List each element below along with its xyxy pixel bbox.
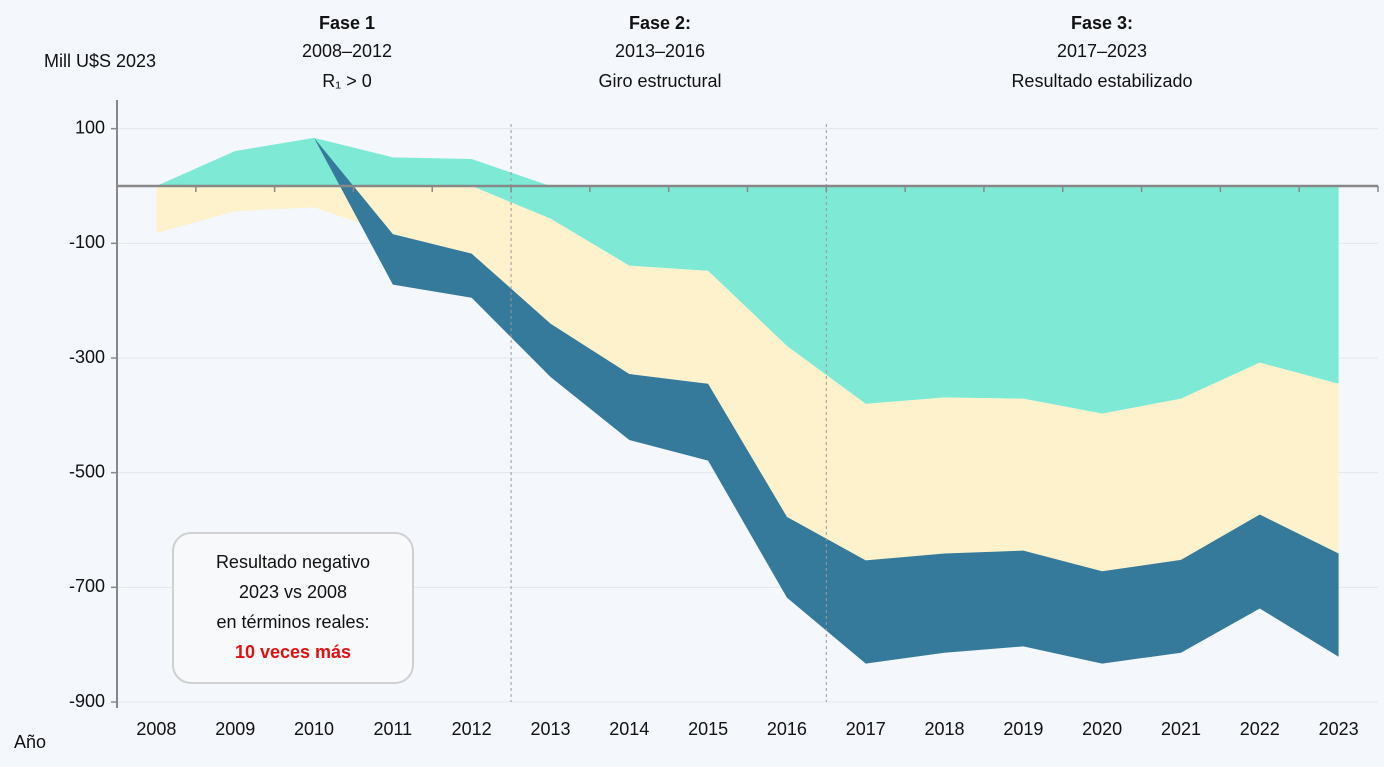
phase-years: 2017–2023 — [1057, 41, 1147, 61]
x-tick-label: 2016 — [767, 719, 807, 739]
x-tick-label: 2012 — [452, 719, 492, 739]
y-axis-label: Mill U$S 2023 — [44, 51, 156, 71]
x-tick-label: 2008 — [136, 719, 176, 739]
x-tick-label: 2014 — [609, 719, 649, 739]
x-axis-label: Año — [14, 732, 46, 752]
x-tick-label: 2023 — [1319, 719, 1359, 739]
x-tick-label: 2010 — [294, 719, 334, 739]
y-tick-label: 100 — [75, 117, 105, 137]
x-tick-label: 2020 — [1082, 719, 1122, 739]
area — [156, 186, 1339, 572]
phase-title: Fase 2: — [629, 13, 691, 33]
annotation-line: en términos reales: — [216, 612, 369, 632]
y-tick-label: -900 — [69, 691, 105, 711]
x-tick-label: 2011 — [373, 719, 412, 739]
y-tick-label: -100 — [69, 232, 105, 252]
phase-years: 2008–2012 — [302, 41, 392, 61]
phase-years: 2013–2016 — [615, 41, 705, 61]
x-tick-label: 2022 — [1240, 719, 1280, 739]
phase-note: R₁ > 0 — [322, 71, 372, 91]
y-tick-label: -500 — [69, 461, 105, 481]
x-tick-label: 2017 — [846, 719, 886, 739]
x-tick-label: 2019 — [1003, 719, 1043, 739]
phase-title: Fase 1 — [319, 13, 375, 33]
annotation-line: Resultado negativo — [216, 552, 370, 572]
plot: 100 -100 -300 -500 -700 -900 2008 2009 2010 2011 2… — [69, 100, 1379, 739]
x-tick-label: 2015 — [688, 719, 728, 739]
annotation-highlight: 10 veces más — [235, 642, 351, 662]
x-tick-label: 2009 — [215, 719, 255, 739]
x-tick-label: 2013 — [530, 719, 570, 739]
x-tick-label: 2021 — [1161, 719, 1201, 739]
x-tick-label: 2018 — [925, 719, 965, 739]
area — [156, 137, 1339, 664]
y-tick-label: -700 — [69, 576, 105, 596]
y-tick-label: -300 — [69, 347, 105, 367]
phase-note: Resultado estabilizado — [1011, 71, 1192, 91]
annotation-line: 2023 vs 2008 — [239, 582, 347, 602]
phase-title: Fase 3: — [1071, 13, 1133, 33]
phase-note: Giro estructural — [598, 71, 721, 91]
area — [156, 137, 1339, 414]
annotation-box — [172, 532, 414, 684]
